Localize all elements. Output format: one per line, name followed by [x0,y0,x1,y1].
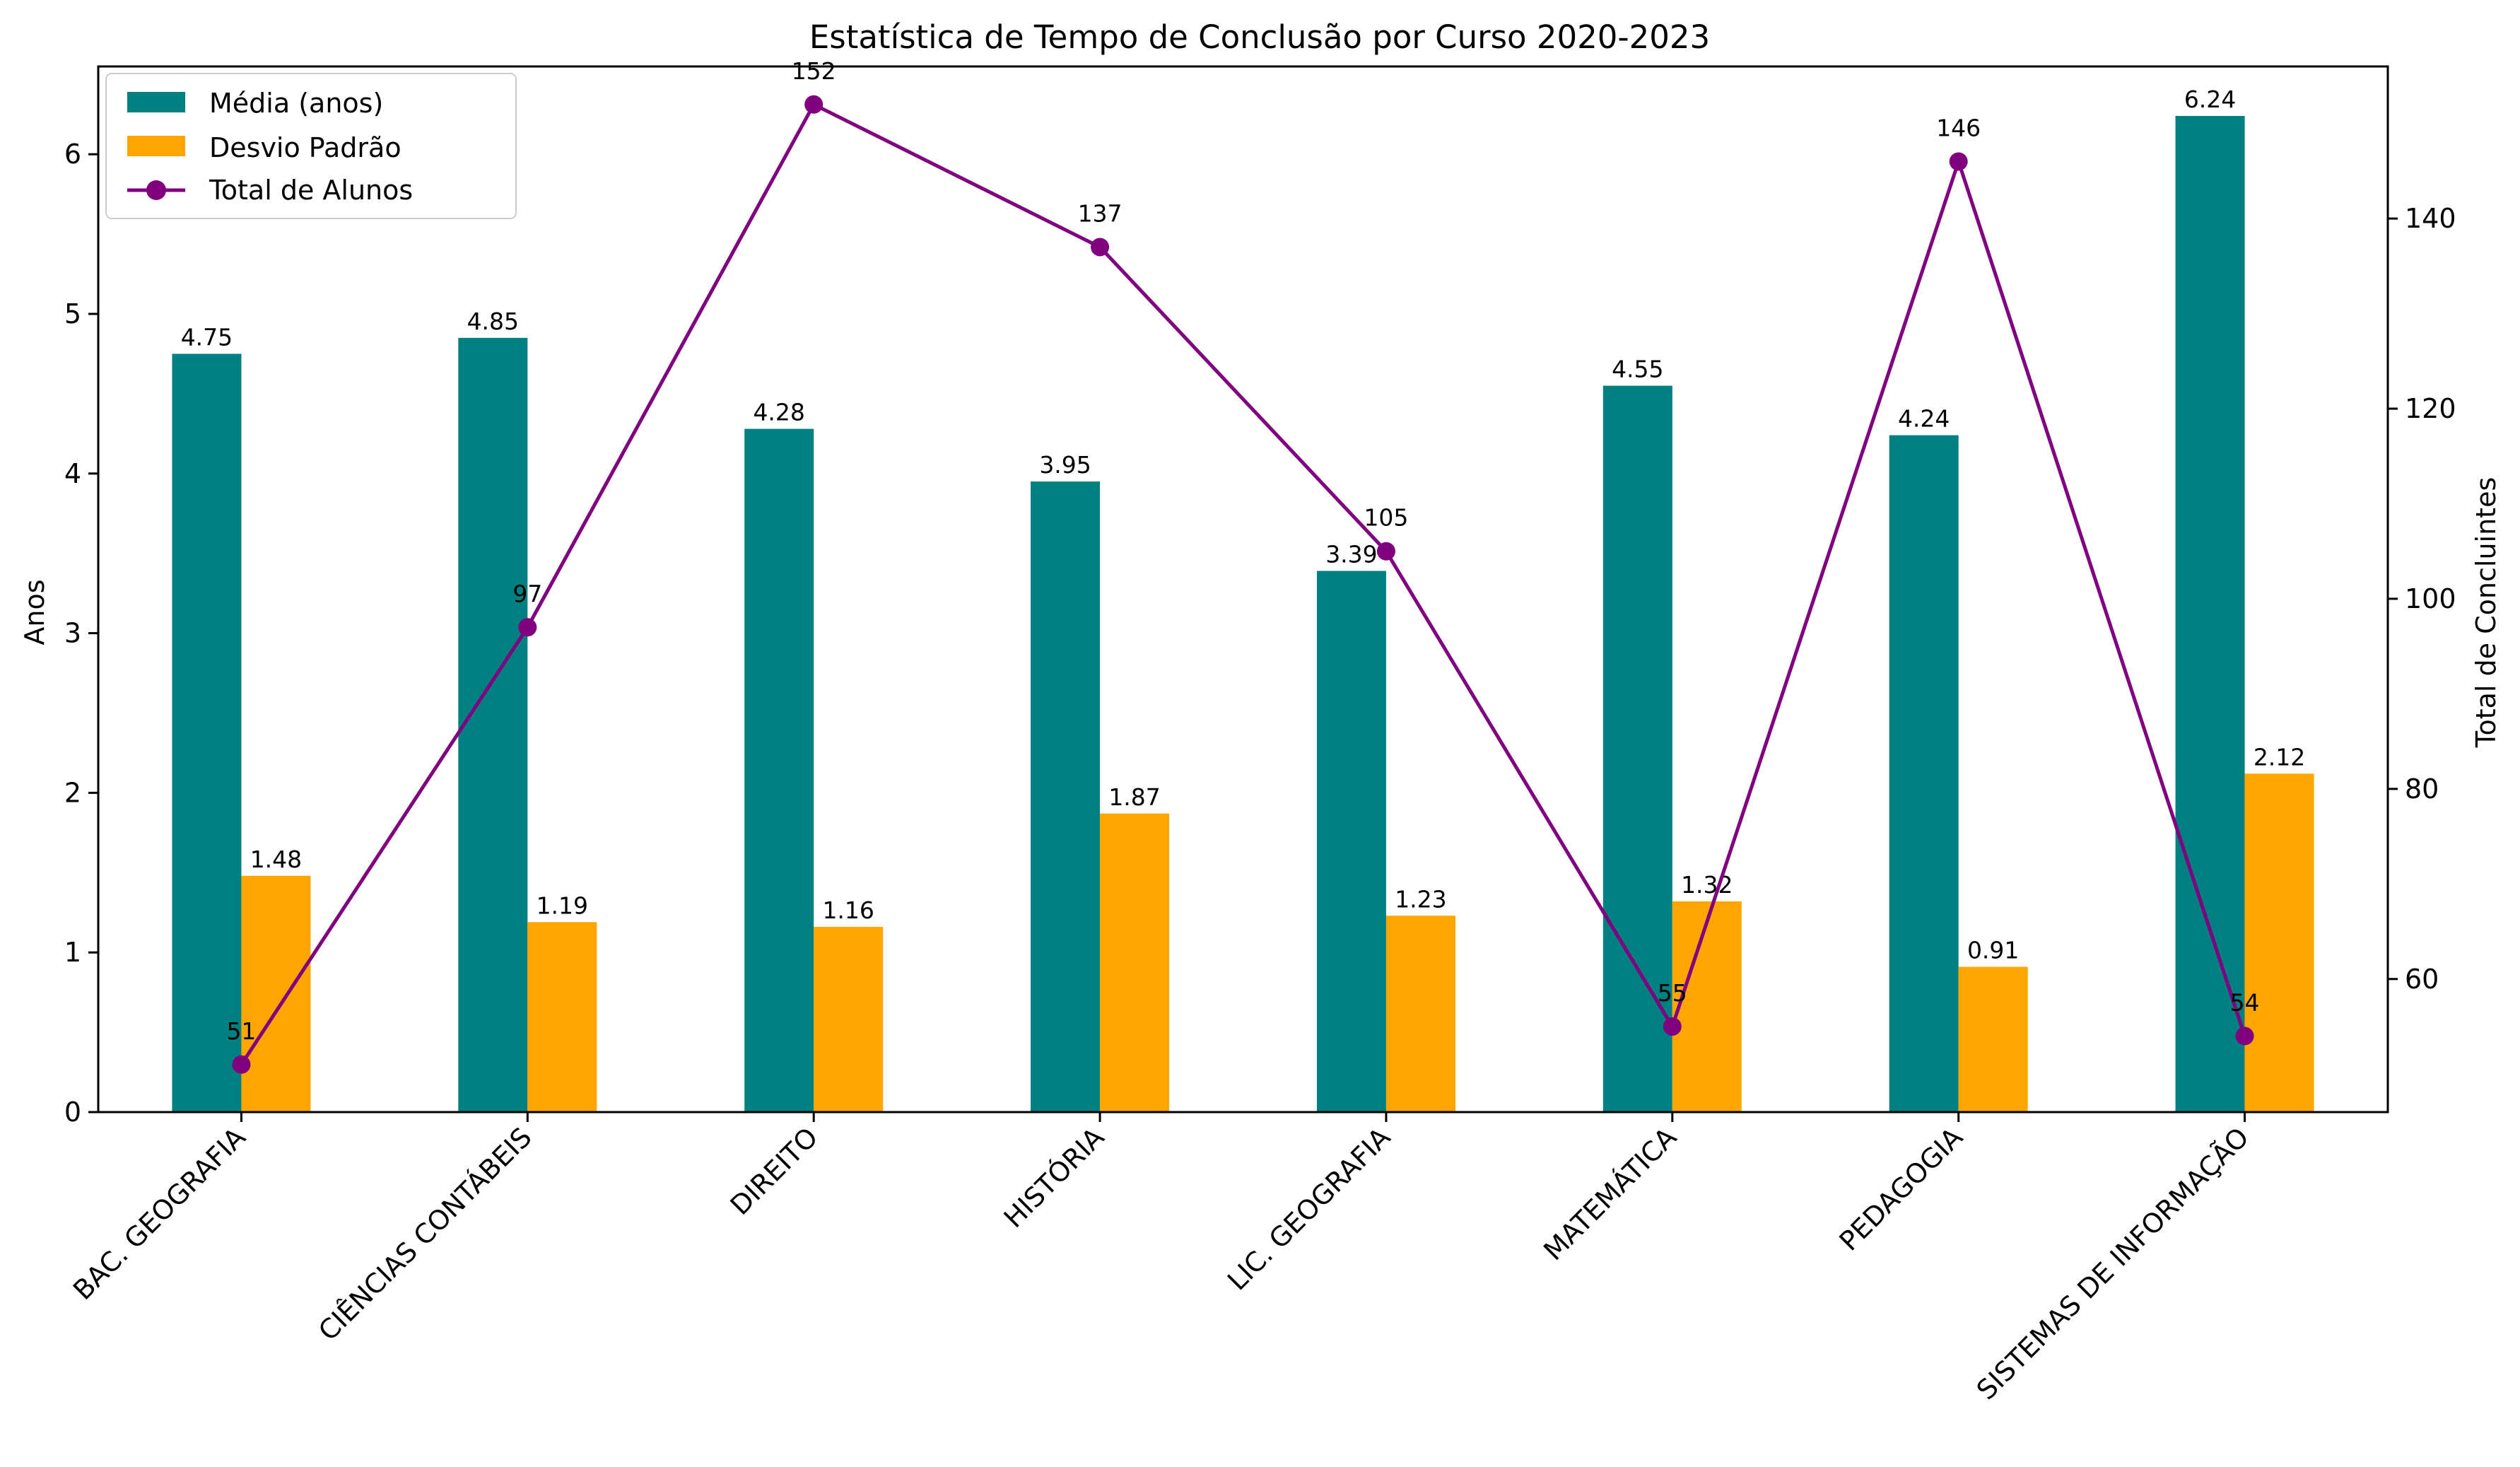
bar [241,875,311,1112]
bar-value-label: 2.12 [2254,743,2305,771]
bar [2175,115,2245,1112]
bar-value-label: 4.75 [181,323,233,351]
legend-swatch-media [127,92,185,112]
line-value-label: 105 [1364,504,1408,532]
y-tick-label: 3 [64,618,81,649]
bar [2244,773,2314,1112]
x-tick-label: PEDAGOGIA [1834,1121,1969,1257]
plot-area: 4.75 4.85 4.28 3.95 3.39 4.55 4.24 6.24 1.48 1.19… [64,57,2456,1406]
bar [1889,435,1959,1112]
y-tick-label: 5 [64,298,81,329]
y-axis-title: Anos [19,579,50,645]
legend-label-total: Total de Alunos [209,175,413,206]
legend-frame [105,73,517,219]
y-tick-label: 4 [64,458,81,489]
y2-tick-label: 80 [2405,773,2439,805]
y2-tick-label: 60 [2405,964,2439,995]
bar [1385,916,1455,1112]
x-tick-label: SISTEMAS DE INFORMAÇÃO [1971,1121,2255,1405]
x-tick-label: DIREITO [725,1121,824,1221]
y2-tick-label: 120 [2405,393,2456,424]
y-tick-label: 2 [64,777,81,808]
bar [744,428,814,1112]
line-point [804,95,824,114]
bar [527,922,597,1112]
line-value-label: 146 [1936,114,1981,141]
bar-value-label: 0.91 [1967,937,2019,964]
line-point [1949,152,1968,171]
legend-label-desvio: Desvio Padrão [209,132,402,163]
legend-marker-total [146,180,166,200]
bar [1031,481,1101,1112]
bar-value-label: 4.55 [1612,356,1663,383]
bar-value-label: 3.39 [1325,541,1377,568]
bar-value-label: 1.87 [1108,783,1160,811]
bar-value-label: 3.95 [1039,451,1091,479]
bar [1100,813,1170,1112]
bar-value-label: 1.16 [822,896,874,924]
bar-value-label: 6.24 [2184,86,2236,113]
bar-value-label: 4.28 [753,399,804,426]
bar-value-label: 4.24 [1898,405,1950,433]
x-tick-label: LIC. GEOGRAFIA [1221,1121,1396,1296]
line-value-label: 55 [1658,979,1687,1007]
line-value-label: 54 [2230,988,2260,1016]
x-tick-label: BAC. GEOGRAFIA [67,1121,252,1306]
series-line [240,102,2246,1066]
y-tick-label: 0 [64,1097,81,1128]
y-tick-label: 1 [64,937,81,968]
bar [1672,901,1742,1112]
line-point [1376,542,1395,561]
legend-label-media: Média (anos) [209,88,383,119]
bar-value-label: 1.19 [537,892,588,919]
bar [814,927,884,1112]
bar [458,337,528,1113]
line-point [1091,238,1110,257]
bar-value-label: 4.85 [467,308,519,335]
bar [1316,571,1386,1112]
bar [1602,385,1672,1112]
bar-value-label: 1.23 [1395,885,1446,913]
bar-value-label: 1.48 [250,846,302,873]
plot-frame [97,65,2389,1114]
x-tick-label: MATEMÁTICA [1537,1121,1682,1266]
y2-tick-label: 100 [2405,583,2456,614]
line-point [232,1055,251,1074]
line-value-label: 137 [1078,199,1123,227]
line-value-label: 51 [226,1017,256,1045]
x-tick-label: CIÊNCIAS CONTÁBEIS [312,1121,538,1347]
legend-swatch-desvio [127,136,185,156]
line-point [1663,1017,1682,1036]
line-value-label: 152 [792,57,836,85]
bar-value-label: 1.32 [1681,871,1733,899]
line-point [518,618,537,637]
y2-axis-title: Total de Concluintes [2471,477,2502,749]
x-tick-label: HISTÓRIA [998,1121,1110,1234]
legend: Média (anos) Desvio Padrão Total de Alun… [105,73,517,219]
line-value-label: 97 [512,580,542,607]
y-tick-label: 6 [64,139,81,170]
y2-tick-label: 140 [2405,203,2456,234]
bar [172,353,242,1112]
chart-title: Estatística de Tempo de Conclusão por Cu… [809,18,1710,56]
bar [1958,966,2028,1112]
line-point [2235,1027,2254,1046]
